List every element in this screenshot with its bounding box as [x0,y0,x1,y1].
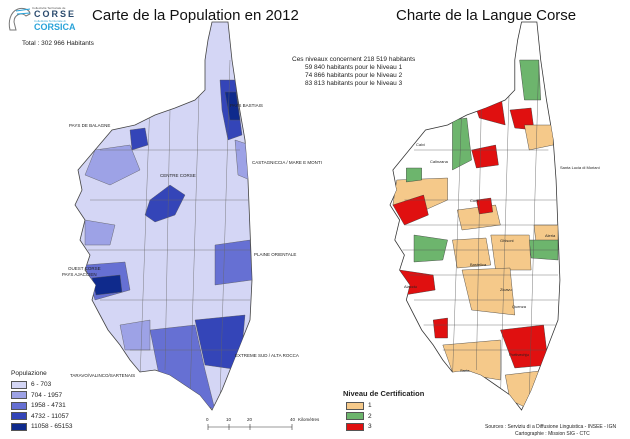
language-map [389,21,561,411]
place-sarte: Sarte [460,368,470,373]
region-bunifaziu [504,369,549,410]
language-summary: Ces niveaux concernent 218 519 habitants… [292,56,416,87]
sources: Sources : Serviziu di a Diffusione Lingu… [485,424,617,430]
scale-tick-20: 20 [247,417,253,422]
label-pays-ajaccien: PAYS AJACCIEN [62,272,97,277]
legend-item: 6 - 703 [11,380,72,389]
legend-title: Niveau de Certification [343,389,425,398]
scale-unit: Kilomètres [298,417,320,422]
scale-tick-10: 10 [226,417,232,422]
population-map [74,21,253,411]
label-plaine-orientale: PLAINE ORIENTALE [254,252,297,257]
region-plaine [214,239,252,286]
legend-swatch [11,412,27,420]
region-capicorsu [519,59,541,101]
label-centre-corse: CENTRE CORSE [160,173,196,178]
label-castagniccia: CASTAGNICCIA / MARE E MONTI [252,160,322,165]
region-valinco [119,319,151,351]
region-ghisoni [490,234,532,271]
legend-swatch [11,380,27,389]
scale-tick-40: 40 [290,417,296,422]
place-corti: Corti [470,198,479,203]
legend-swatch [346,401,364,410]
place-zicavu: Zicavu [500,287,512,292]
region-galeria [392,194,429,226]
legend-item: 4732 - 11057 [11,412,72,421]
place-aleria: Aleria [545,233,556,238]
region-zicavu [461,267,516,316]
left-map-title: Carte de la Population en 2012 [92,7,299,24]
population-legend: Populazione 6 - 703 704 - 1957 1958 - 47… [11,370,72,433]
label-extreme-sud: EXTREME SUD / ALTA ROCCA [235,353,299,358]
place-ghisoni: Ghisoni [500,238,514,243]
scale-bar [207,424,293,430]
legend-swatch [11,401,27,410]
legend-swatch [346,412,364,420]
label-balagne: PAYS DE BALAGNE [69,123,111,128]
region-balagne-mid [84,144,141,186]
place-portivechju: Portivechju [509,352,529,357]
place-santa-lucia: Santa Lucia di Moriani [560,165,600,170]
certification-legend: Niveau de Certification 1 2 3 [343,389,424,433]
region-bastelica [452,237,492,269]
scale-tick-0: 0 [206,417,209,422]
legend-item: 704 - 1957 [11,391,72,400]
region-calvi [129,127,149,151]
legend-item: 3 [346,422,424,431]
place-calvi: Calvi [416,142,425,147]
place-bastelica: Bastelica [470,262,487,267]
commune-borders [88,59,250,401]
population-total: Total : 302 966 Habitants [22,40,94,47]
region-ouest [84,219,116,246]
legend-swatch [11,422,27,431]
legend-item: 1 [346,401,424,410]
region-calvi [406,167,422,183]
region-ajaccio [91,274,123,296]
right-map-title: Charte de la Langue Corse [396,7,577,24]
place-aiacciu: Aiacciu [404,284,417,289]
region-vicu [413,234,448,263]
region-propriano [432,317,448,339]
region-borgu [524,124,554,151]
commune-borders [402,59,559,401]
logo-head-icon [8,7,31,31]
legend-item: 1958 - 4731 [11,401,72,410]
place-calinzana: Calinzana [430,159,448,164]
region-sarte [442,339,501,381]
place-quenza: Quenza [512,304,527,309]
legend-swatch [11,391,27,399]
legend-item: 2 [346,412,424,421]
ctc-logo: Collectivité Territoriale de CORSE Culle… [6,4,86,34]
cartography: Cartographie : Mission SIG - CTC [515,431,590,437]
label-ouest-corse: OUEST CORSE [68,266,101,271]
label-pays-bastiais: PAYS BASTIAIS [230,103,263,108]
legend-swatch [346,422,364,431]
legend-item: 11058 - 65153 [11,422,72,431]
region-balagna [452,117,472,171]
region-corte [144,184,186,223]
legend-title: Populazione [11,370,47,377]
region-corti-core [476,197,493,215]
label-taravo: TARAVO/VALINCO/SARTENAIS [70,373,136,378]
region-ponte [471,144,499,169]
